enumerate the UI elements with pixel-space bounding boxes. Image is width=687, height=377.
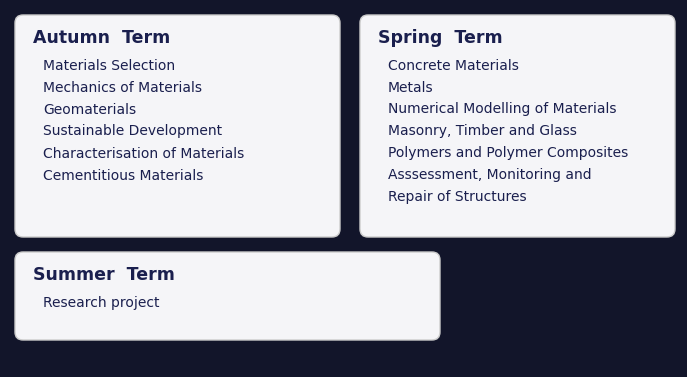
Text: Asssessment, Monitoring and: Asssessment, Monitoring and [388,169,592,182]
FancyBboxPatch shape [15,252,440,340]
Text: Cementitious Materials: Cementitious Materials [43,169,203,182]
FancyBboxPatch shape [360,15,675,237]
Text: Characterisation of Materials: Characterisation of Materials [43,147,245,161]
Text: Sustainable Development: Sustainable Development [43,124,222,138]
Text: Geomaterials: Geomaterials [43,103,136,116]
Text: Repair of Structures: Repair of Structures [388,190,527,204]
Text: Metals: Metals [388,81,433,95]
Text: Research project: Research project [43,296,159,310]
Text: Spring  Term: Spring Term [378,29,503,47]
Text: Materials Selection: Materials Selection [43,58,175,72]
Text: Autumn  Term: Autumn Term [33,29,170,47]
Text: Summer  Term: Summer Term [33,266,175,284]
Text: Concrete Materials: Concrete Materials [388,58,519,72]
Text: Polymers and Polymer Composites: Polymers and Polymer Composites [388,147,628,161]
Text: Mechanics of Materials: Mechanics of Materials [43,81,202,95]
Text: Numerical Modelling of Materials: Numerical Modelling of Materials [388,103,616,116]
Text: Masonry, Timber and Glass: Masonry, Timber and Glass [388,124,577,138]
FancyBboxPatch shape [15,15,340,237]
